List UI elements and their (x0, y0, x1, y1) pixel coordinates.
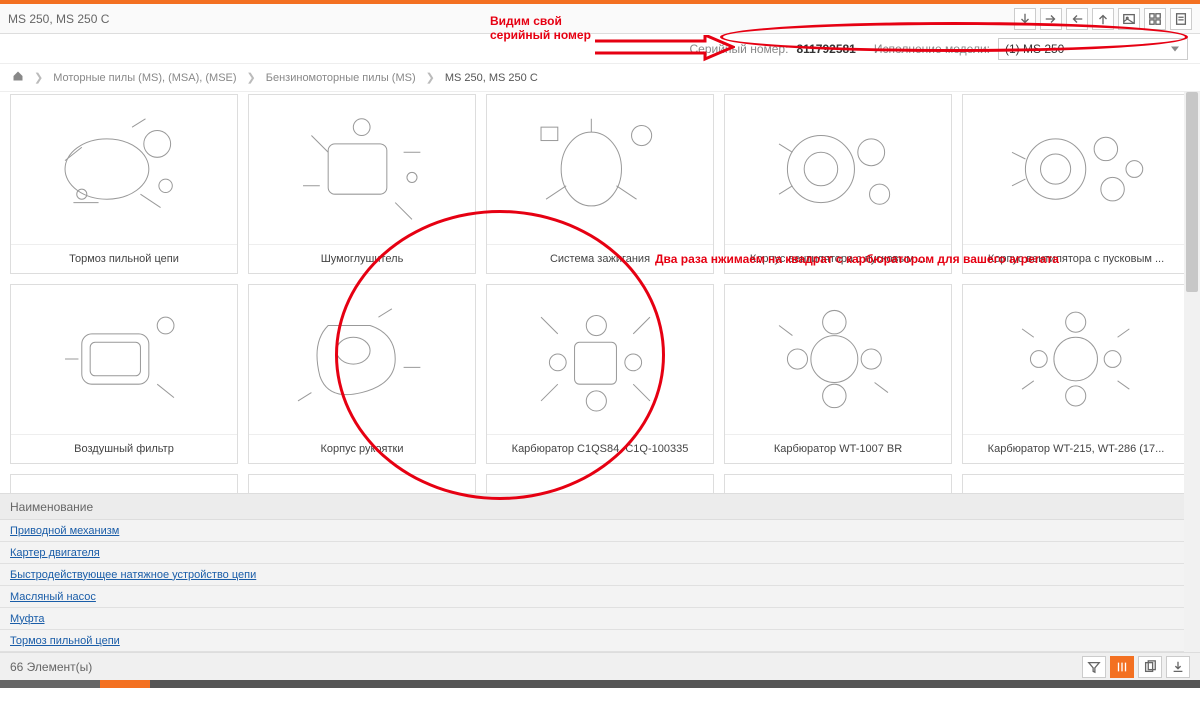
parts-grid: Тормоз пильной цепи Шумоглушитель Систем… (10, 92, 1190, 494)
home-icon[interactable] (12, 70, 24, 85)
part-caption: Корпус вентилятора с пусковым ... (725, 244, 951, 273)
parts-list: Наименование Приводной механизм Картер д… (0, 493, 1200, 652)
pdf-icon[interactable] (1170, 8, 1192, 30)
element-count: 66 Элемент(ы) (10, 660, 1082, 674)
part-card[interactable]: Корпус вентилятора с пусковым ... (724, 94, 952, 274)
page-title: MS 250, MS 250 C (8, 12, 109, 26)
download-icon[interactable] (1166, 656, 1190, 678)
breadcrumb-sep: ❯ (426, 71, 435, 84)
model-label: Исполнение модели: (874, 42, 990, 56)
serial-value: 811792581 (796, 42, 855, 56)
model-select-value: (1) MS 250 (1005, 42, 1064, 56)
breadcrumb-item-3: MS 250, MS 250 C (445, 72, 538, 84)
part-caption: Карбюратор WT-1007 BR (725, 434, 951, 463)
part-card[interactable] (486, 474, 714, 494)
part-thumb (249, 285, 475, 434)
breadcrumb-item-1[interactable]: Моторные пилы (MS), (MSA), (MSE) (53, 72, 236, 84)
part-thumb (487, 95, 713, 244)
list-row[interactable]: Тормоз пильной цепи (0, 630, 1200, 652)
serial-bar: Серийный номер: 811792581 Исполнение мод… (0, 34, 1200, 64)
breadcrumb-sep: ❯ (247, 71, 256, 84)
list-row[interactable]: Картер двигателя (0, 542, 1200, 564)
list-link[interactable]: Быстродействующее натяжное устройство це… (10, 569, 256, 581)
footer: 66 Элемент(ы) (0, 652, 1200, 680)
header: MS 250, MS 250 C (0, 4, 1200, 34)
part-card[interactable] (248, 474, 476, 494)
part-card[interactable]: Карбюратор C1QS84, C1Q-100335 (486, 284, 714, 464)
model-select[interactable]: (1) MS 250 (998, 38, 1188, 60)
part-thumb (11, 95, 237, 244)
part-thumb (963, 95, 1189, 244)
part-card[interactable]: Карбюратор WT-1007 BR (724, 284, 952, 464)
part-thumb (963, 285, 1189, 434)
part-card[interactable]: Воздушный фильтр (10, 284, 238, 464)
part-caption: Корпус вентилятора с пусковым ... (963, 244, 1189, 273)
part-card[interactable]: Корпус рукоятки (248, 284, 476, 464)
part-card[interactable] (10, 474, 238, 494)
copy-icon[interactable] (1138, 656, 1162, 678)
list-row[interactable]: Муфта (0, 608, 1200, 630)
grid-icon[interactable] (1144, 8, 1166, 30)
bottom-strip (0, 680, 1200, 688)
list-row[interactable]: Быстродействующее натяжное устройство це… (0, 564, 1200, 586)
part-caption: Шумоглушитель (249, 244, 475, 273)
columns-icon[interactable] (1110, 656, 1134, 678)
header-toolbar (1014, 8, 1192, 30)
breadcrumb: ❯ Моторные пилы (MS), (MSA), (MSE) ❯ Бен… (0, 64, 1200, 92)
part-card[interactable]: Корпус вентилятора с пусковым ... (962, 94, 1190, 274)
part-card[interactable] (724, 474, 952, 494)
content-area: Тормоз пильной цепи Шумоглушитель Систем… (0, 92, 1200, 652)
filter-icon[interactable] (1082, 656, 1106, 678)
part-thumb (249, 95, 475, 244)
part-card[interactable]: Карбюратор WT-215, WT-286 (17... (962, 284, 1190, 464)
part-thumb (11, 285, 237, 434)
part-card[interactable] (962, 474, 1190, 494)
footer-toolbar (1082, 656, 1190, 678)
list-link[interactable]: Тормоз пильной цепи (10, 635, 120, 647)
part-card[interactable]: Шумоглушитель (248, 94, 476, 274)
part-caption: Воздушный фильтр (11, 434, 237, 463)
list-row[interactable]: Приводной механизм (0, 520, 1200, 542)
part-thumb (725, 95, 951, 244)
scrollbar[interactable] (1184, 92, 1200, 652)
list-link[interactable]: Муфта (10, 613, 45, 625)
list-link[interactable]: Масляный насос (10, 591, 96, 603)
part-caption: Карбюратор C1QS84, C1Q-100335 (487, 434, 713, 463)
part-caption: Корпус рукоятки (249, 434, 475, 463)
part-caption: Карбюратор WT-215, WT-286 (17... (963, 434, 1189, 463)
list-header: Наименование (0, 494, 1200, 520)
arrow-left-icon[interactable] (1066, 8, 1088, 30)
scrollbar-thumb[interactable] (1186, 92, 1198, 292)
part-thumb (487, 285, 713, 434)
breadcrumb-item-2[interactable]: Бензиномоторные пилы (MS) (266, 72, 416, 84)
arrow-down-icon[interactable] (1014, 8, 1036, 30)
arrow-right-icon[interactable] (1040, 8, 1062, 30)
serial-label: Серийный номер: (689, 42, 788, 56)
arrow-up-icon[interactable] (1092, 8, 1114, 30)
part-caption: Тормоз пильной цепи (11, 244, 237, 273)
list-link[interactable]: Картер двигателя (10, 547, 100, 559)
part-card[interactable]: Система зажигания (486, 94, 714, 274)
part-card[interactable]: Тормоз пильной цепи (10, 94, 238, 274)
list-row[interactable]: Масляный насос (0, 586, 1200, 608)
breadcrumb-sep: ❯ (34, 71, 43, 84)
part-caption: Система зажигания (487, 244, 713, 273)
list-link[interactable]: Приводной механизм (10, 525, 119, 537)
part-thumb (725, 285, 951, 434)
image-icon[interactable] (1118, 8, 1140, 30)
